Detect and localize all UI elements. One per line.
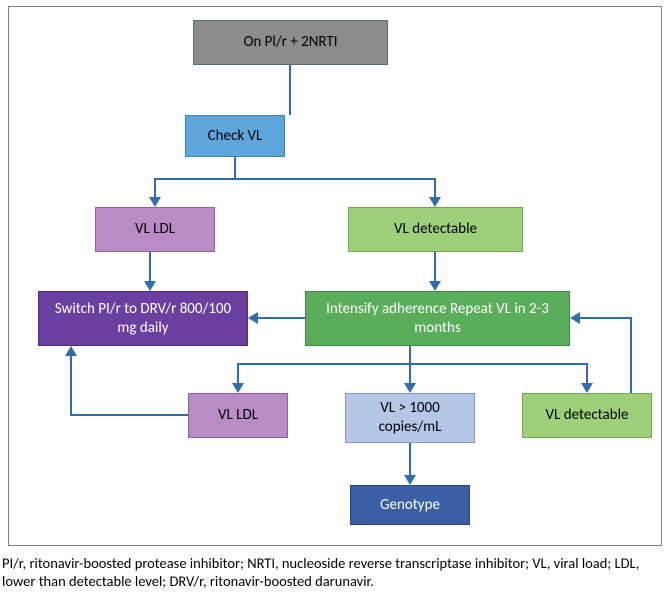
node-intensify: Intensify adherence Repeat VL in 2-3 mon… — [305, 291, 570, 346]
node-label: Switch PI/r to DRV/r 800/100 mg daily — [45, 300, 241, 338]
node-switch: Switch PI/r to DRV/r 800/100 mg daily — [38, 291, 248, 346]
legend-content: PI/r, ritonavir-boosted protease inhibit… — [2, 554, 639, 590]
node-start: On Pl/r + 2NRTI — [193, 20, 388, 65]
arrow — [144, 281, 156, 291]
arrow — [404, 383, 416, 393]
edge — [234, 157, 236, 180]
edge — [434, 178, 436, 198]
edge — [580, 317, 632, 319]
node-vl-gt1000: VL > 1000 copies/mL — [345, 393, 475, 443]
node-label: VL detectable — [546, 406, 629, 425]
edge — [149, 252, 151, 282]
node-vl-detectable-2: VL detectable — [522, 393, 652, 438]
edge — [70, 414, 188, 416]
node-label: VL LDL — [218, 406, 258, 425]
edge — [70, 356, 72, 416]
edge — [586, 363, 588, 384]
edge — [258, 317, 305, 319]
node-vl-detectable-1: VL detectable — [348, 207, 523, 252]
flowchart-frame — [8, 6, 662, 546]
node-label: Intensify adherence Repeat VL in 2-3 mon… — [312, 300, 563, 338]
node-label: Check VL — [208, 127, 263, 146]
arrow — [149, 197, 161, 207]
edge — [237, 363, 239, 384]
edge — [434, 252, 436, 282]
node-check-vl: Check VL — [185, 115, 285, 157]
node-vl-ldl-1: VL LDL — [95, 207, 215, 252]
arrow — [65, 346, 77, 356]
node-label: VL detectable — [394, 220, 477, 239]
arrow — [248, 312, 258, 324]
node-label: VL LDL — [135, 220, 175, 239]
arrow — [404, 475, 416, 485]
node-label: On Pl/r + 2NRTI — [243, 33, 337, 52]
edge — [154, 178, 436, 180]
edge — [289, 65, 291, 115]
arrow — [429, 281, 441, 291]
edge — [154, 178, 156, 198]
node-label: VL > 1000 copies/mL — [352, 399, 468, 437]
edge — [237, 363, 588, 365]
arrow — [429, 197, 441, 207]
node-genotype: Genotype — [350, 485, 470, 525]
arrow — [232, 383, 244, 393]
node-vl-ldl-2: VL LDL — [188, 393, 288, 438]
edge — [409, 363, 411, 384]
node-label: Genotype — [380, 496, 440, 515]
arrow — [581, 383, 593, 393]
legend-text: PI/r, ritonavir-boosted protease inhibit… — [2, 554, 670, 590]
arrow — [570, 312, 580, 324]
edge — [409, 443, 411, 476]
